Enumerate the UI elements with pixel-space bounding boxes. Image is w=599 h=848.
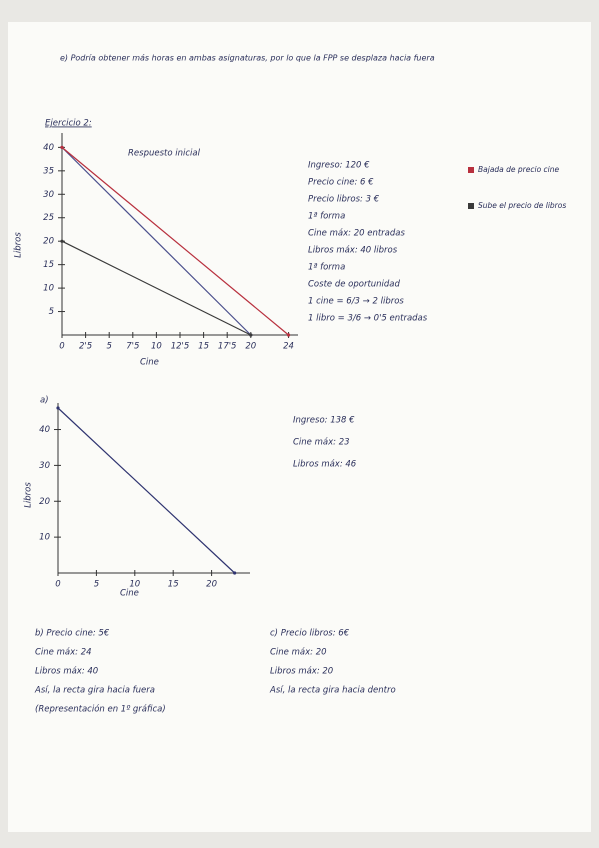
- line-end: [60, 145, 64, 149]
- note: Coste de oportunidad: [308, 280, 401, 290]
- chart2-title: a): [40, 396, 49, 406]
- note: Ingreso: 138 €: [293, 416, 355, 426]
- paper: [8, 22, 591, 832]
- legend-label: Bajada de precio cine: [478, 165, 560, 174]
- legend-swatch: [468, 167, 474, 173]
- x-tick-label: 2'5: [79, 342, 92, 352]
- y-tick-label: 10: [39, 533, 50, 543]
- x-tick-label: 15: [198, 342, 209, 352]
- note: (Representación en 1º gráfica): [35, 704, 166, 715]
- chart1-x-label: Cine: [140, 358, 159, 368]
- line-end: [249, 333, 253, 337]
- x-tick-label: 20: [245, 342, 256, 352]
- budget-line: [57, 407, 236, 574]
- x-tick-label: 17'5: [218, 342, 237, 352]
- note: Cine máx: 24: [35, 648, 92, 658]
- note: Cine máx: 23: [293, 438, 350, 448]
- chart1-y-label: Libros: [14, 232, 24, 258]
- line-end: [56, 406, 60, 410]
- note: Libros máx: 20: [270, 667, 333, 677]
- chart2-y-label: Libros: [24, 482, 34, 508]
- budget-line: [61, 240, 252, 336]
- budget-line: [61, 146, 289, 336]
- note: Precio libros: 3 €: [308, 195, 380, 205]
- note: Cine máx: 20 entradas: [308, 229, 405, 239]
- note: b) Precio cine: 5€: [35, 629, 110, 639]
- note: 1 libro = 3/6 → 0'5 entradas: [308, 314, 428, 324]
- x-tick-label: 24: [283, 342, 294, 352]
- note: Ingreso: 120 €: [308, 161, 370, 171]
- y-tick-label: 5: [49, 307, 54, 317]
- header-note: e) Podría obtener más horas en ambas asi…: [60, 54, 435, 63]
- line-end: [286, 333, 291, 337]
- x-tick-label: 0: [55, 580, 60, 590]
- note: 1 cine = 6/3 → 2 libros: [308, 297, 404, 307]
- x-tick-label: 7'5: [126, 342, 139, 352]
- note: Libros máx: 46: [293, 460, 357, 470]
- y-tick-label: 20: [43, 237, 54, 247]
- y-tick-label: 30: [39, 461, 50, 471]
- chart1-title: Respuesto inicial: [128, 149, 201, 159]
- y-tick-label: 35: [43, 166, 54, 176]
- y-tick-label: 15: [43, 260, 54, 270]
- note: Libros máx: 40: [35, 667, 98, 677]
- y-tick-label: 30: [43, 190, 54, 200]
- line-end: [60, 239, 64, 243]
- y-tick-label: 10: [43, 284, 54, 294]
- y-tick-label: 40: [39, 425, 50, 435]
- note: 1ª forma: [308, 212, 345, 222]
- note: Libros máx: 40 libros: [308, 246, 398, 256]
- note: Así, la recta gira hacia fuera: [34, 686, 155, 696]
- budget-line: [61, 146, 252, 336]
- x-tick-label: 10: [129, 580, 140, 590]
- legend-swatch: [468, 203, 474, 209]
- x-tick-label: 12'5: [171, 342, 190, 352]
- y-tick-label: 40: [43, 143, 54, 153]
- legend-label: Sube el precio de libros: [478, 201, 566, 210]
- note: c) Precio libros: 6€: [270, 629, 350, 639]
- exercise-title: Ejercicio 2:: [45, 119, 92, 129]
- note: Precio cine: 6 €: [308, 178, 374, 188]
- y-tick-label: 25: [43, 213, 54, 223]
- chart2-x-label: Cine: [120, 589, 139, 599]
- x-tick-label: 15: [168, 580, 179, 590]
- x-tick-label: 0: [59, 342, 64, 352]
- note: Cine máx: 20: [270, 648, 327, 658]
- x-tick-label: 10: [151, 342, 162, 352]
- x-tick-label: 5: [94, 580, 99, 590]
- y-tick-label: 20: [39, 497, 50, 507]
- note: Así, la recta gira hacia dentro: [269, 686, 396, 696]
- x-tick-label: 5: [106, 342, 111, 352]
- note: 1ª forma: [308, 263, 345, 273]
- x-tick-label: 20: [206, 580, 217, 590]
- line-end: [233, 571, 237, 575]
